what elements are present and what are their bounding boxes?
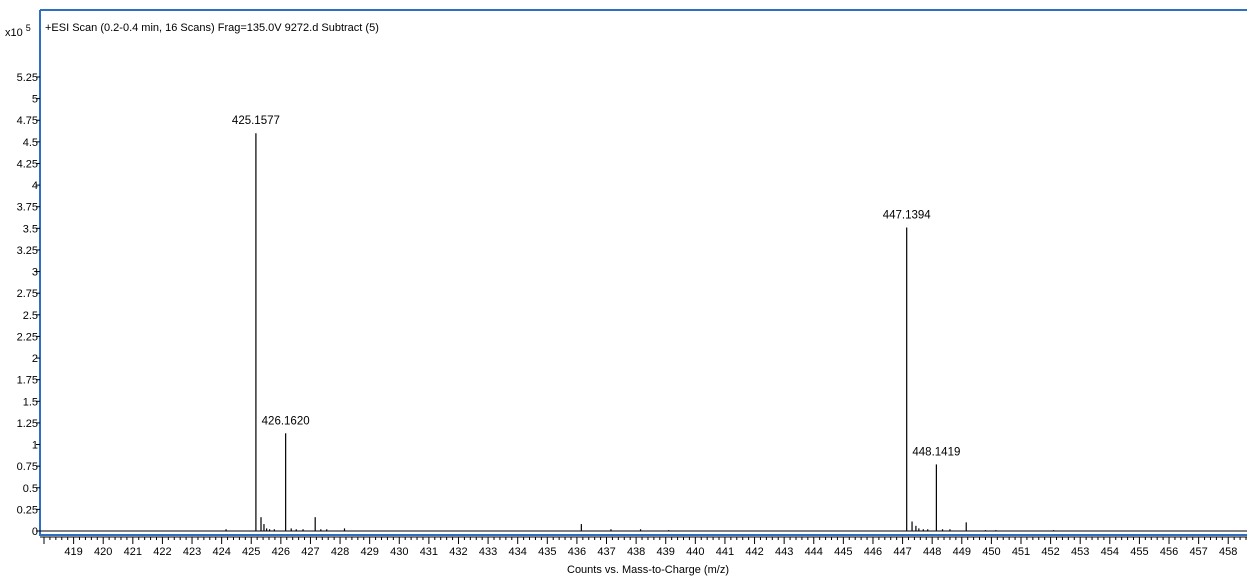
x-tick-label: 433 <box>479 546 497 558</box>
x-tick-label: 456 <box>1160 546 1178 558</box>
x-tick-label: 435 <box>538 546 556 558</box>
x-tick-label: 450 <box>982 546 1000 558</box>
y-tick-label: 3.75 <box>17 202 38 214</box>
x-tick-label: 447 <box>893 546 911 558</box>
x-tick-label: 446 <box>864 546 882 558</box>
y-tick-label: 4 <box>32 180 38 192</box>
x-tick-label: 455 <box>1130 546 1148 558</box>
x-tick-label: 449 <box>953 546 971 558</box>
y-tick-label: 2 <box>32 353 38 365</box>
y-tick-label: 1 <box>32 440 38 452</box>
x-tick-label: 440 <box>686 546 704 558</box>
x-tick-label: 452 <box>1041 546 1059 558</box>
x-tick-label: 439 <box>657 546 675 558</box>
x-tick-label: 445 <box>834 546 852 558</box>
x-tick-label: 451 <box>1012 546 1030 558</box>
peak-labels: 425.1577 426.1620 447.1394 448.1419 <box>232 115 960 458</box>
x-tick-label: 419 <box>64 546 82 558</box>
y-multiplier-exponent: 5 <box>26 23 31 33</box>
y-tick-label: 1.25 <box>17 418 38 430</box>
peak-series <box>40 133 1247 532</box>
x-tick-label: 454 <box>1101 546 1119 558</box>
x-tick-label: 423 <box>183 546 201 558</box>
peak-label: 425.1577 <box>232 115 280 127</box>
x-tick-label: 429 <box>360 546 378 558</box>
y-tick-label: 0.75 <box>17 461 38 473</box>
x-tick-label: 427 <box>301 546 319 558</box>
y-multiplier-label: x10 5 <box>5 23 31 39</box>
x-tick-label: 428 <box>331 546 349 558</box>
x-tick-label: 457 <box>1189 546 1207 558</box>
x-tick-label: 438 <box>627 546 645 558</box>
y-tick-label: 3.5 <box>23 223 38 235</box>
x-tick-label: 443 <box>775 546 793 558</box>
y-tick-label: 4.25 <box>17 158 38 170</box>
x-tick-label: 436 <box>568 546 586 558</box>
x-axis-title: Counts vs. Mass-to-Charge (m/z) <box>567 564 729 576</box>
x-tick-label: 424 <box>212 546 230 558</box>
x-tick-label: 441 <box>716 546 734 558</box>
x-tick-label: 437 <box>597 546 615 558</box>
x-tick-label: 431 <box>420 546 438 558</box>
x-tick-label: 426 <box>272 546 290 558</box>
chart-title: +ESI Scan (0.2-0.4 min, 16 Scans) Frag=1… <box>45 22 379 34</box>
x-tick-label: 422 <box>153 546 171 558</box>
y-tick-label: 2.5 <box>23 310 38 322</box>
y-multiplier-base: x10 <box>5 27 23 39</box>
y-tick-label: 0 <box>32 526 38 538</box>
peak-label: 426.1620 <box>262 415 310 427</box>
y-tick-label: 5 <box>32 94 38 106</box>
peak-label: 447.1394 <box>883 209 932 221</box>
x-tick-label: 444 <box>805 546 823 558</box>
y-tick-label: 1.5 <box>23 396 38 408</box>
peak-label: 448.1419 <box>912 446 960 458</box>
x-tick-label: 421 <box>124 546 142 558</box>
y-tick-label: 0.5 <box>23 483 38 495</box>
x-tick-label: 420 <box>94 546 112 558</box>
y-tick-label: 0.25 <box>17 504 38 516</box>
x-tick-label: 453 <box>1071 546 1089 558</box>
y-tick-label: 4.75 <box>17 115 38 127</box>
x-tick-label: 432 <box>449 546 467 558</box>
y-tick-label: 3 <box>32 267 38 279</box>
plot-frame <box>39 9 1247 536</box>
y-tick-label: 1.75 <box>17 375 38 387</box>
x-tick-label: 434 <box>509 546 527 558</box>
y-tick-label: 2.75 <box>17 288 38 300</box>
x-tick-label: 430 <box>390 546 408 558</box>
x-tick-label: 458 <box>1219 546 1237 558</box>
y-axis: 0 0.25 0.5 0.75 1 1.25 1.5 1.75 2 2.25 2.5 2.75 3 3.2… <box>17 72 40 538</box>
y-tick-label: 5.25 <box>17 72 38 84</box>
x-tick-label: 448 <box>923 546 941 558</box>
y-tick-label: 3.25 <box>17 245 38 257</box>
x-axis: 419 420 421 422 423 424 425 426 427 428 429 430 431 4… <box>40 536 1247 558</box>
y-tick-label: 4.5 <box>23 137 38 149</box>
x-tick-label: 442 <box>745 546 763 558</box>
x-tick-label: 425 <box>242 546 260 558</box>
y-tick-label: 2.25 <box>17 331 38 343</box>
